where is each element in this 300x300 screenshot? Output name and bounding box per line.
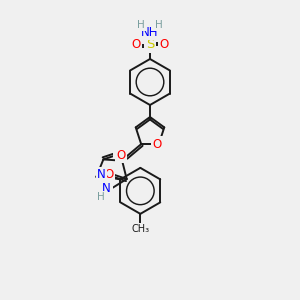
Text: O: O [159,38,169,52]
Text: N: N [102,182,111,196]
Text: H: H [137,20,145,30]
Text: O: O [152,138,161,151]
Text: CH₃: CH₃ [131,224,149,234]
Text: N: N [97,168,106,182]
Text: NH: NH [141,26,159,38]
Text: O: O [117,149,126,162]
Text: H: H [97,192,105,202]
Text: S: S [146,38,154,52]
Text: O: O [131,38,141,52]
Text: H: H [114,148,122,158]
Text: O: O [104,169,113,182]
Text: H: H [155,20,163,30]
